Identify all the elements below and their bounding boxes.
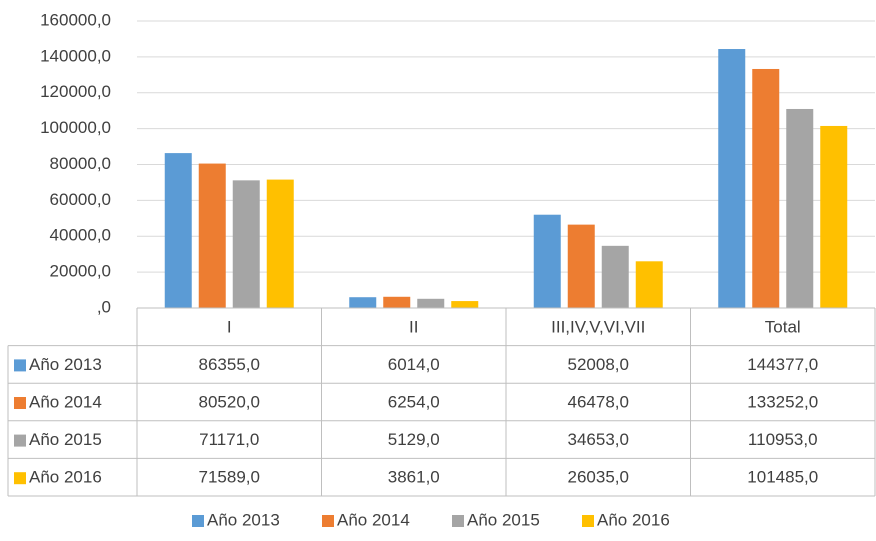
table-value: 3861,0 [388,468,440,487]
bar [820,125,848,309]
table-value: 5129,0 [388,430,440,449]
legend-label: Año 2016 [597,510,670,529]
legend-label: Año 2014 [337,510,410,529]
x-tick-label: I [227,317,232,336]
table-value: 110953,0 [748,430,818,449]
table-series-name: Año 2013 [29,355,102,374]
table-value: 46478,0 [568,392,629,411]
table-value: 52008,0 [568,355,629,374]
legend-swatch [322,515,334,527]
bar [349,297,377,308]
table-swatch [14,434,26,447]
bar [417,298,445,308]
bar [718,49,746,309]
bar [533,214,561,308]
x-tick-label: Total [765,317,801,336]
y-tick-label: 20000,0 [50,262,111,281]
y-tick-label: 100000,0 [40,118,111,137]
x-tick-label: II [409,317,418,336]
legend-label: Año 2013 [207,510,280,529]
table-value: 144377,0 [747,355,818,374]
bar [232,180,260,308]
table-value: 133252,0 [747,392,818,411]
legend-swatch [582,515,594,527]
table-value: 34653,0 [568,430,629,449]
table-value: 80520,0 [199,392,260,411]
table-series-name: Año 2014 [29,392,102,411]
bar [752,68,780,309]
legend-label: Año 2015 [467,510,540,529]
table-series-name: Año 2015 [29,430,102,449]
bar [451,301,479,308]
y-tick-label: 80000,0 [50,154,111,173]
bar [635,261,663,308]
y-tick-label: 140000,0 [40,46,111,65]
legend-swatch [452,515,464,527]
y-tick-label: 120000,0 [40,82,111,101]
bar [786,108,814,308]
table-value: 6014,0 [388,355,440,374]
y-tick-label: 60000,0 [50,190,111,209]
bar [567,224,595,308]
bar [601,245,629,308]
table-value: 71171,0 [199,430,259,449]
y-tick-label: ,0 [97,297,111,316]
bar [198,163,226,308]
bar [266,179,294,308]
table-value: 101485,0 [747,468,818,487]
table-value: 6254,0 [388,392,440,411]
table-swatch [14,359,26,372]
bar [383,296,411,308]
y-tick-label: 40000,0 [50,226,111,245]
table-series-name: Año 2016 [29,468,102,487]
legend-swatch [192,515,204,527]
y-tick-label: 160000,0 [40,10,111,29]
x-tick-label: III,IV,V,VI,VII [551,317,645,336]
table-swatch [14,397,26,409]
table-value: 71589,0 [199,468,260,487]
table-value: 26035,0 [568,468,629,487]
table-value: 86355,0 [199,355,260,374]
table-swatch [14,472,26,485]
bar [164,153,192,308]
